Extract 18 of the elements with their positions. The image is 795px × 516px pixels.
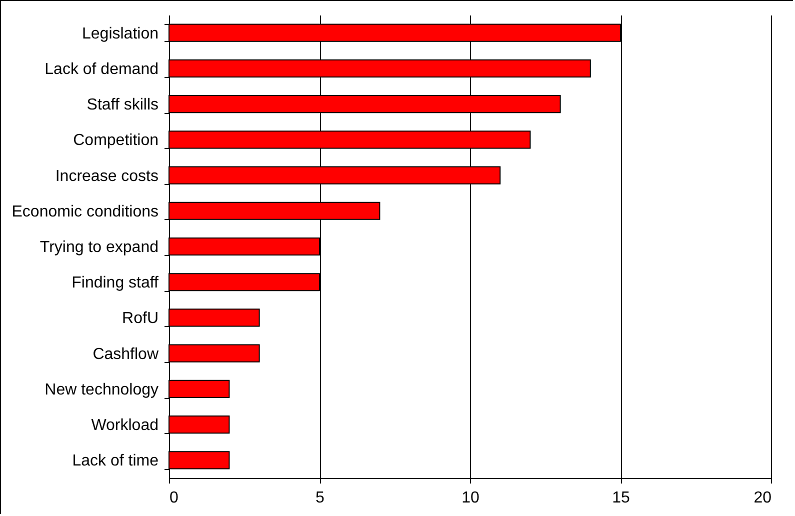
- y-tick-label: Finding staff: [72, 274, 160, 292]
- y-tick-label: Workload: [91, 417, 158, 434]
- y-tick-label: Trying to expand: [40, 239, 158, 256]
- y-tick-label: RofU: [122, 310, 158, 328]
- y-tick-label: Competition: [73, 132, 158, 150]
- x-tick-label: 0: [170, 490, 178, 506]
- y-tick-label: Increase costs: [55, 168, 158, 185]
- x-tick-label: 15: [612, 490, 630, 506]
- y-tick-label: Cashflow: [92, 346, 159, 363]
- x-tick-label: 5: [316, 490, 325, 506]
- y-tick-label: Lack of time: [72, 452, 159, 470]
- y-tick-label: Staff skills: [86, 96, 158, 114]
- x-tick-label: 20: [754, 490, 772, 506]
- y-tick-label: New technology: [44, 381, 158, 398]
- x-tick-label: 10: [462, 490, 480, 506]
- y-tick-label: Legislation: [82, 25, 158, 42]
- y-tick-label: Economic conditions: [12, 203, 158, 220]
- y-tick-label: Lack of demand: [44, 60, 158, 78]
